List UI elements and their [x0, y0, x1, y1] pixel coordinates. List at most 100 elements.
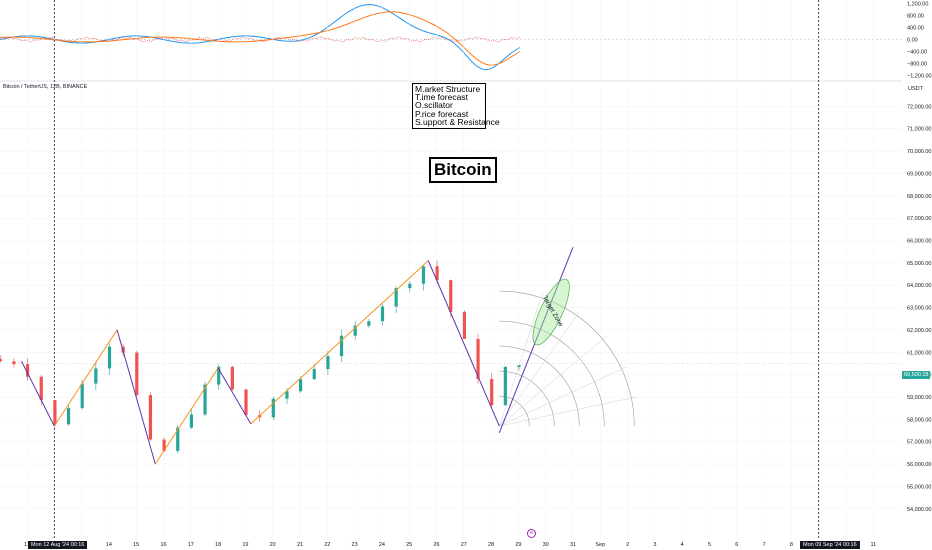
time-tick-label: 5: [708, 542, 711, 548]
candle-body: [217, 366, 221, 385]
time-tick-label: 8: [790, 542, 793, 548]
target-zone-ellipse[interactable]: Target Zone: [526, 275, 576, 350]
event-icon[interactable]: e: [527, 529, 536, 538]
candle-body: [367, 321, 371, 326]
annotation-box[interactable]: M.arket Structure T.ime forecast O.scill…: [412, 83, 500, 130]
time-tick-label: 28: [488, 542, 494, 548]
price-tick-label: 62,000.00: [907, 328, 931, 334]
time-tick-label: 11: [870, 542, 876, 548]
candle-body: [449, 280, 453, 312]
candle-body: [394, 288, 398, 307]
zigzag-segment: [217, 367, 252, 425]
annotation-line: S.upport & Resistance: [415, 116, 500, 127]
time-tick-label: 15: [133, 542, 139, 548]
annotation-line: O.scillator: [415, 100, 453, 111]
candle-body: [203, 384, 207, 415]
oscillator-tick-label: −800.00: [907, 62, 927, 68]
price-tick-label: 54,000.00: [907, 507, 931, 513]
crosshair-time-tag: Mon 09 Sep '24 00:16: [800, 541, 860, 549]
candle-body: [53, 400, 57, 425]
oscillator-orange-line: [0, 11, 521, 66]
candle-body: [490, 379, 494, 406]
candle-body: [176, 427, 180, 452]
last-price-tag: 60,500.18: [902, 371, 931, 379]
oscillator-tick-label: 400.00: [907, 26, 924, 32]
zigzag-segment: [21, 361, 55, 427]
annotation-line: T.ime forecast: [415, 92, 468, 103]
candle-body: [39, 376, 43, 401]
target-zone-shape: [532, 278, 570, 346]
candles: [0, 260, 521, 454]
oscillator-tick-label: 0.00: [907, 38, 918, 44]
price-pane: [0, 0, 902, 540]
candle-body: [66, 408, 71, 425]
fibonacci-fan: [499, 290, 637, 427]
candle-body: [339, 335, 344, 357]
candle-body: [285, 391, 289, 399]
annotation-line: M.arket Structure: [415, 84, 481, 94]
price-tick-label: 61,000.00: [907, 350, 931, 356]
candle-body: [299, 379, 303, 392]
candle-body: [107, 346, 112, 369]
time-tick-label: 4: [681, 542, 684, 548]
time-tick-label: 20: [270, 542, 276, 548]
bitcoin-title[interactable]: Bitcoin: [429, 157, 497, 183]
time-tick-label: 31: [570, 542, 576, 548]
candle-body: [435, 266, 439, 281]
candle-body: [380, 306, 385, 322]
price-tick-label: 63,000.00: [907, 306, 931, 312]
price-tick-label: 66,000.00: [907, 239, 931, 245]
candle-body: [26, 364, 30, 377]
candle-body: [408, 283, 412, 289]
oscillator-tick-label: 800.00: [907, 14, 924, 20]
symbol-label[interactable]: Bitcoin / TetherUS, 12B, BINANCE: [3, 84, 88, 90]
time-tick-label: 7: [763, 542, 766, 548]
fan-ray: [499, 292, 543, 427]
oscillator-pane: [0, 4, 902, 71]
candle-body: [230, 366, 234, 390]
candle-body: [326, 356, 330, 370]
price-tick-label: 59,000.00: [907, 395, 931, 401]
annotation-line: P.rice forecast: [415, 108, 469, 119]
candle-body: [421, 266, 426, 284]
fan-ray: [499, 366, 627, 427]
price-tick-label: 72,000.00: [907, 104, 931, 110]
time-tick-label: 21: [297, 542, 303, 548]
candle-body: [94, 368, 98, 384]
candle-body: [476, 338, 480, 380]
oscillator-tick-label: 1,200.00: [907, 2, 928, 8]
time-tick-label: Sep: [595, 542, 605, 548]
price-tick-label: 56,000.00: [907, 462, 931, 468]
candle-body: [12, 361, 16, 365]
candle-body: [148, 395, 153, 440]
candle-body: [135, 352, 139, 396]
fan-ray: [499, 396, 637, 427]
candle-body: [162, 439, 166, 452]
oscillator-tick-label: −1,200.00: [907, 74, 932, 80]
oscillator-blue-line: [0, 4, 521, 71]
zigzag-lines: [21, 247, 574, 465]
price-tick-label: 65,000.00: [907, 261, 931, 267]
fan-arc: [499, 370, 555, 427]
zigzag-segment: [116, 329, 156, 465]
zigzag-segment: [427, 260, 500, 427]
time-tick-label: 27: [461, 542, 467, 548]
fan-arc: [499, 290, 635, 427]
time-tick-label: 16: [160, 542, 166, 548]
time-tick-label: 25: [406, 542, 412, 548]
price-tick-label: 68,000.00: [907, 194, 931, 200]
candle-body: [517, 365, 521, 367]
time-tick-label: 26: [433, 542, 439, 548]
candle-body: [80, 383, 84, 409]
fan-ray: [499, 335, 607, 427]
price-tick-label: 69,000.00: [907, 171, 931, 177]
zigzag-segment: [154, 367, 219, 465]
fan-arc: [499, 320, 605, 427]
time-tick-label: 11: [24, 542, 30, 548]
candle-body: [271, 398, 275, 418]
time-tick-label: 14: [106, 542, 112, 548]
currency-label: USDT: [908, 86, 924, 92]
zigzag-segment: [250, 260, 429, 425]
price-tick-label: 71,000.00: [907, 127, 931, 133]
